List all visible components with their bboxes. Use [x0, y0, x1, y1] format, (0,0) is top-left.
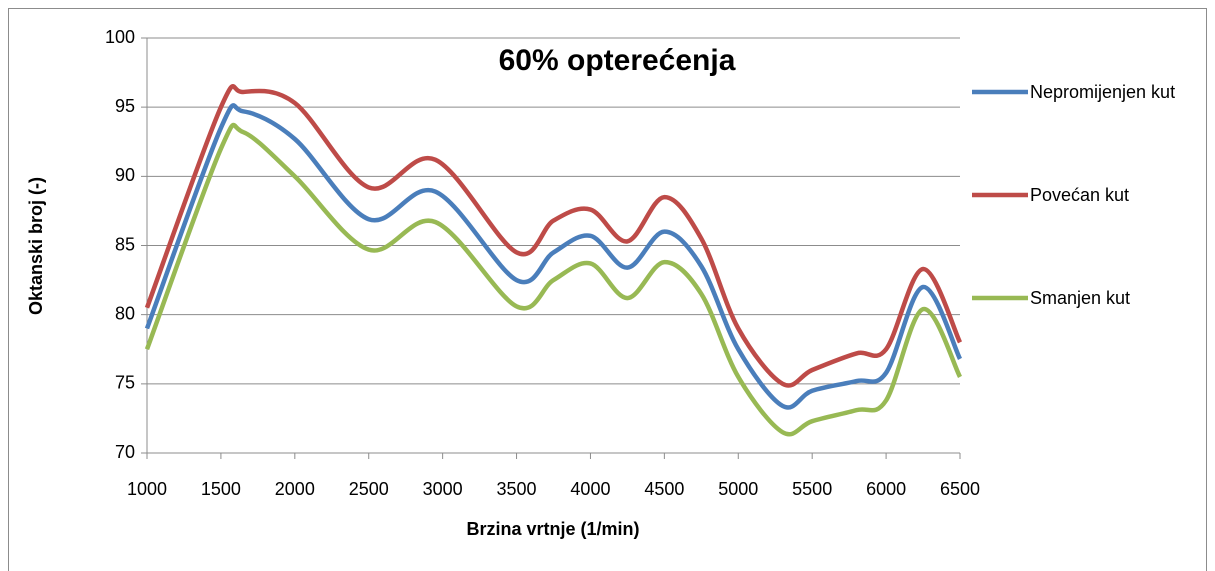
y-tick-label: 95 [115, 96, 135, 116]
x-tick-label: 2000 [275, 479, 315, 499]
x-tick-label: 1000 [127, 479, 167, 499]
legend-label: Nepromijenjen kut [1030, 82, 1176, 102]
legend-label: Smanjen kut [1030, 288, 1131, 308]
y-tick-label: 100 [105, 27, 135, 47]
y-axis-label: Oktanski broj (-) [26, 177, 46, 315]
y-tick-label: 75 [115, 373, 135, 393]
chart-border [8, 8, 1207, 571]
x-tick-label: 3500 [497, 479, 537, 499]
series-line [144, 103, 963, 410]
x-tick-label: 6500 [940, 479, 980, 499]
chart-title: 60% opterećenja [499, 44, 736, 77]
legend-label: Povećan kut [1030, 185, 1130, 205]
x-tick-label: 4000 [570, 479, 610, 499]
y-tick-label: 85 [115, 234, 135, 254]
x-tick-label: 4500 [644, 479, 684, 499]
x-tick-label: 3000 [423, 479, 463, 499]
y-tick-label: 80 [115, 303, 135, 323]
x-tick-label: 5000 [718, 479, 758, 499]
series-line [144, 122, 963, 437]
x-tick-label: 2500 [349, 479, 389, 499]
x-tick-label: 5500 [792, 479, 832, 499]
x-tick-label: 6000 [866, 479, 906, 499]
x-axis-label: Brzina vrtnje (1/min) [466, 519, 639, 539]
y-tick-label: 70 [115, 442, 135, 462]
series-line [144, 83, 963, 388]
x-tick-label: 1500 [201, 479, 241, 499]
y-tick-label: 90 [115, 165, 135, 185]
